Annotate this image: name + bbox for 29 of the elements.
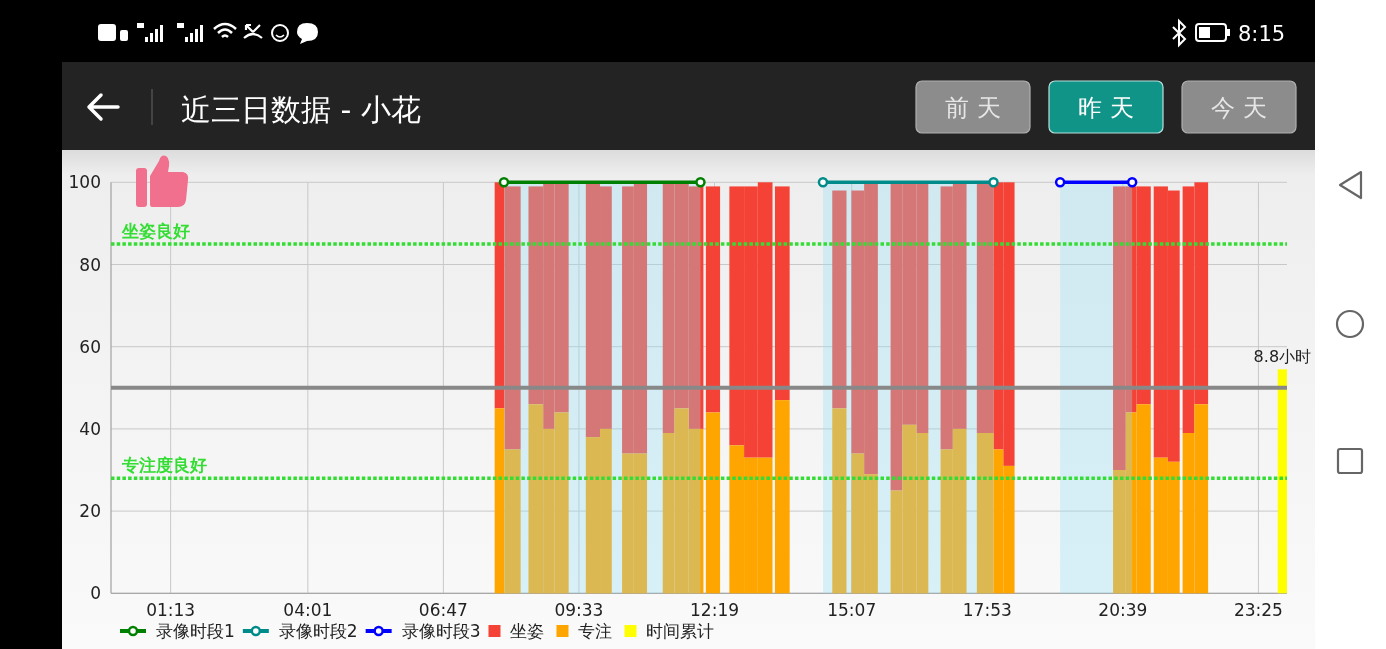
y-tick-label: 100 [68, 172, 101, 193]
chart-title: 近三日数据 - 小花 [181, 92, 421, 127]
x-tick-label: 09:33 [554, 600, 604, 620]
y-tick-label: 20 [79, 501, 101, 522]
x-tick-label: 20:39 [1098, 600, 1148, 620]
y-tick-label: 80 [79, 254, 101, 275]
legend-label: 录像时段1 [156, 621, 235, 641]
x-tick-label: 06:47 [418, 600, 468, 620]
annotation: 8.8小时 [1253, 347, 1312, 367]
legend-label: 时间累计 [646, 621, 715, 641]
text: 今天 [1211, 94, 1275, 122]
x-tick-label: 04:01 [283, 600, 333, 620]
text: 昨天 [1078, 94, 1142, 122]
x-tick-label: 15:07 [827, 600, 877, 620]
ref-line-label: 坐姿良好 [121, 220, 190, 241]
x-tick-label: 12:19 [690, 600, 740, 620]
legend-label: 专注 [578, 621, 613, 641]
legend-label: 录像时段2 [278, 621, 358, 641]
y-tick-label: 40 [79, 418, 101, 439]
ref-line-label: 专注度良好 [121, 455, 207, 476]
x-tick-label: 17:53 [962, 600, 1012, 620]
x-tick-label: 01:13 [146, 600, 196, 620]
legend-label: 录像时段3 [401, 621, 481, 641]
legend-label: 坐姿 [510, 621, 545, 641]
x-tick-label: 23:25 [1233, 600, 1283, 620]
text: 前天 [945, 94, 1009, 122]
y-tick-label: 60 [79, 336, 101, 357]
y-tick-label: 0 [90, 583, 101, 604]
text: 8:15 [1238, 22, 1286, 46]
